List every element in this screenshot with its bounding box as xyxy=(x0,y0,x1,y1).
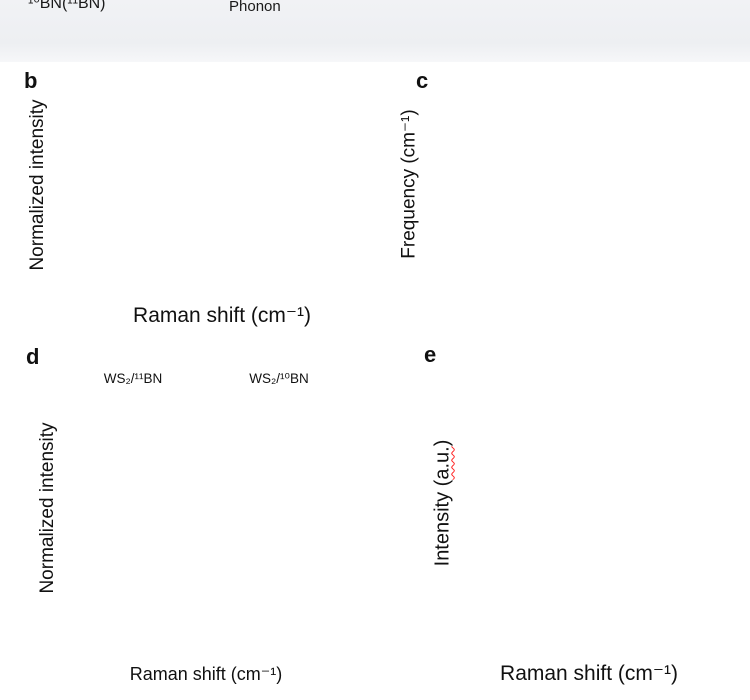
panel-c-label: c xyxy=(416,68,429,93)
panel-d-xlabel: Raman shift (cm⁻¹) xyxy=(129,664,283,684)
panel-e-label: e xyxy=(424,342,437,367)
panel-d-label: d xyxy=(26,344,40,369)
panel-e-xlabel: Raman shift (cm⁻¹) xyxy=(500,662,678,685)
isotope-label: ¹⁰BN(¹¹BN) xyxy=(28,0,106,12)
panel-b-label: b xyxy=(24,68,38,93)
panel-a-phonon-illustration: ¹⁰BN(¹¹BN) Phonon xyxy=(0,0,750,62)
panel-b-xlabel: Raman shift (cm⁻¹) xyxy=(133,304,311,327)
panel-d-title-11bn: WS₂/¹¹BN xyxy=(103,371,163,386)
phonon-label: Phonon xyxy=(229,0,281,15)
panel-d-title-10bn: WS₂/¹⁰BN xyxy=(249,371,309,386)
